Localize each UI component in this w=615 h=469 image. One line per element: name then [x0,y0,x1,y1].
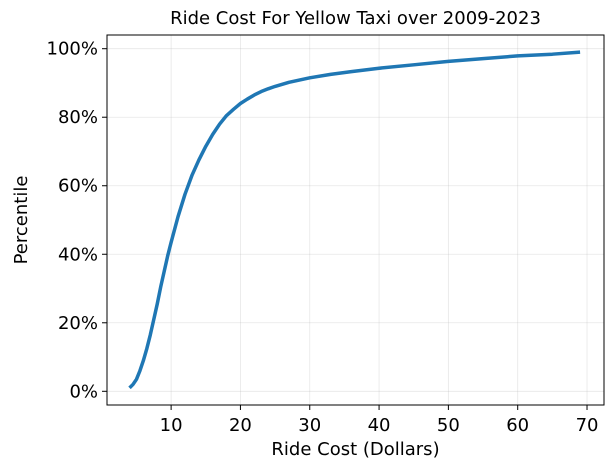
grid-layer [107,35,604,405]
y-tick-label: 80% [58,107,98,128]
x-tick-label: 60 [506,415,529,436]
x-tick-label: 30 [298,415,321,436]
x-tick-label: 50 [437,415,460,436]
series-line [128,50,581,390]
x-tick-label: 70 [576,415,599,436]
x-tick-label: 20 [229,415,252,436]
plot-frame [106,34,605,406]
y-tick-label: 20% [58,313,98,334]
x-tick-label: 40 [368,415,391,436]
y-tick-label: 40% [58,244,98,265]
x-axis-label: Ride Cost (Dollars) [271,439,439,460]
y-axis-label: Percentile [11,176,32,265]
tick-layer: 10 20 30 40 50 60 70 0% 20% 40% 60% 80% 100% [47,39,599,436]
x-tick-label: 10 [160,415,183,436]
series-layer [128,50,581,390]
chart-title: Ride Cost For Yellow Taxi over 2009-2023 [170,8,541,29]
y-tick-label: 0% [69,381,98,402]
y-tick-label: 60% [58,176,98,197]
y-tick-label: 100% [47,39,98,60]
